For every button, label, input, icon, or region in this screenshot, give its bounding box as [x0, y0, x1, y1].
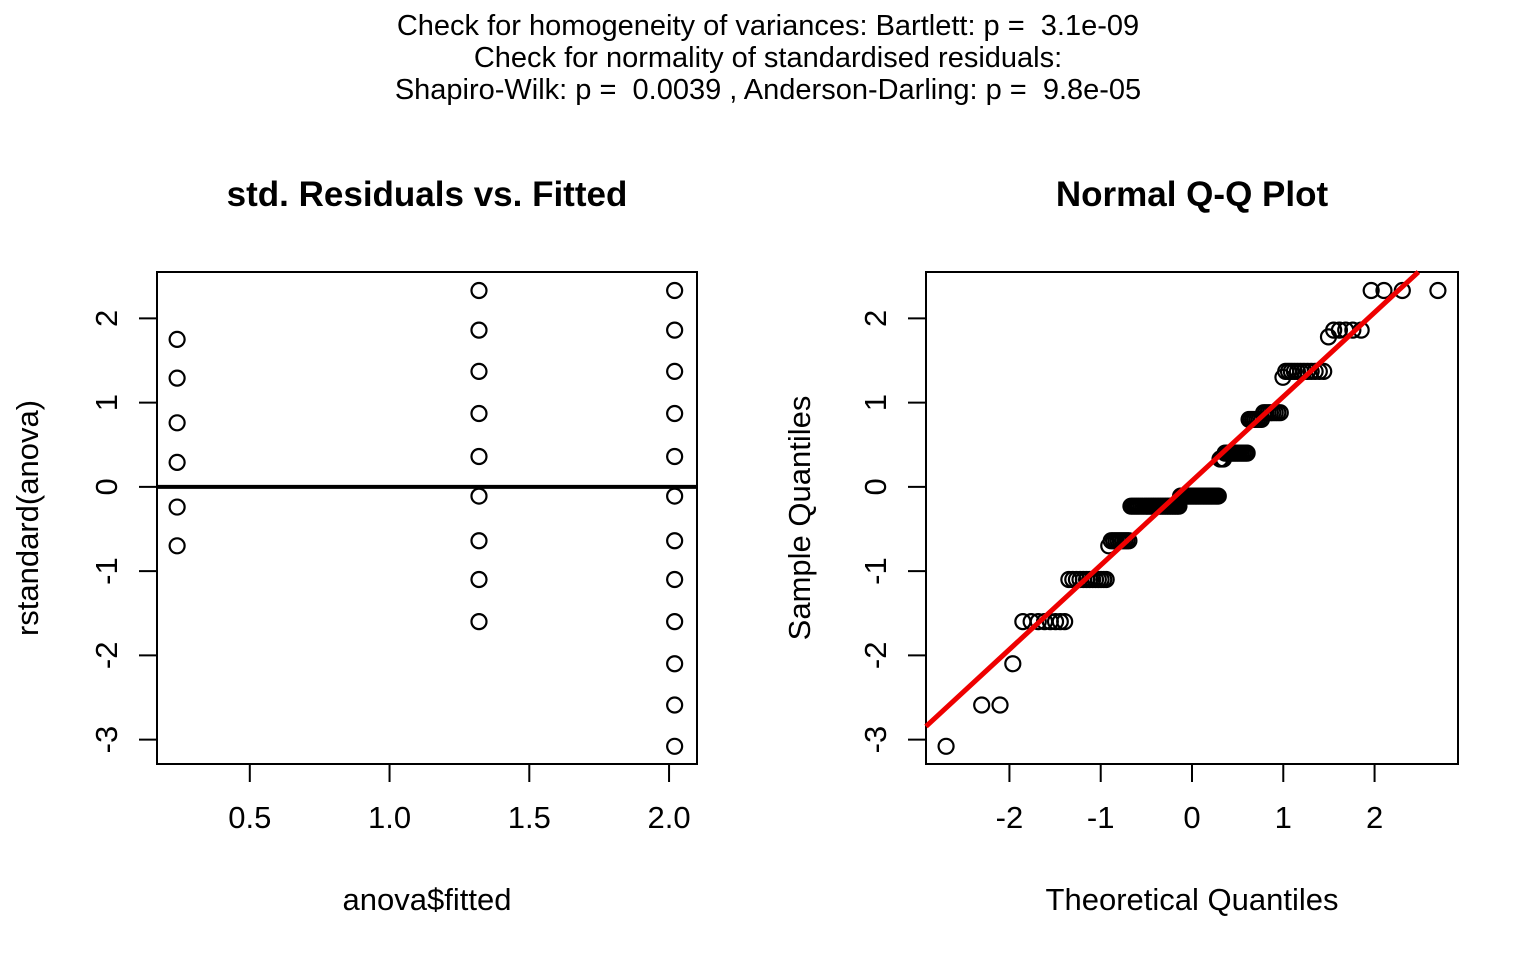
data-point	[168, 414, 186, 432]
data-point	[470, 321, 488, 339]
data-point	[666, 487, 684, 505]
data-point	[470, 487, 488, 505]
header-line-2: Check for normality of standardised resi…	[473, 42, 1063, 74]
x-tick-label: 1.5	[508, 800, 551, 835]
header-line-1: Check for homogeneity of variances: Bart…	[396, 10, 1140, 42]
right-points	[937, 281, 1447, 755]
data-point	[666, 737, 684, 755]
data-point	[1315, 362, 1333, 381]
data-point	[1056, 613, 1074, 631]
data-point	[666, 362, 684, 381]
y-tick-label: -3	[858, 726, 893, 754]
data-point	[168, 498, 186, 516]
data-point	[937, 737, 955, 755]
data-point	[666, 570, 684, 589]
x-tick-label: 2.0	[647, 800, 690, 835]
left-plot-box	[156, 271, 698, 765]
data-point	[666, 696, 684, 714]
data-point	[1120, 532, 1138, 550]
data-point	[666, 532, 684, 550]
data-point	[1375, 281, 1393, 300]
right-plot-box	[925, 271, 1459, 765]
left-points	[168, 281, 684, 755]
data-point	[666, 321, 684, 339]
left-plot-ylabel: rstandard(anova)	[10, 399, 45, 637]
y-tick-label: -2	[89, 642, 124, 670]
data-point	[666, 447, 684, 466]
right-plot-title: Normal Q-Q Plot	[1055, 175, 1329, 214]
data-point	[470, 447, 488, 466]
x-tick-label: 2	[1366, 800, 1383, 835]
data-point	[1097, 570, 1115, 589]
data-point	[666, 613, 684, 631]
y-tick-label: 0	[858, 478, 893, 495]
data-point	[470, 362, 488, 381]
data-point	[1330, 321, 1349, 339]
data-point	[470, 281, 488, 300]
data-point	[1209, 487, 1227, 505]
data-point	[1271, 404, 1289, 422]
data-point	[168, 330, 186, 348]
data-point	[973, 696, 991, 714]
data-point	[470, 532, 488, 550]
x-tick-label: -1	[1087, 800, 1115, 835]
right-plot: -2 -1 0 1 2 2 1 0 -1 -2 -3	[858, 270, 1459, 835]
data-point	[470, 570, 488, 589]
x-tick-label: 0	[1183, 800, 1200, 835]
data-point	[666, 655, 684, 673]
data-point	[1029, 613, 1047, 631]
data-point	[1344, 321, 1362, 339]
right-plot-xlabel: Theoretical Quantiles	[1045, 882, 1339, 917]
data-point	[1004, 655, 1022, 673]
y-tick-label: -3	[89, 726, 124, 754]
data-point	[1362, 281, 1380, 300]
data-point	[1238, 444, 1256, 462]
left-axes: 0.5 1.0 1.5 2.0 2 1 0 -1 -2 -3	[89, 310, 691, 835]
y-tick-label: -1	[89, 557, 124, 585]
qq-reference-line	[924, 270, 1421, 729]
y-tick-label: -1	[858, 557, 893, 585]
data-point	[1325, 321, 1343, 339]
data-point	[168, 453, 186, 471]
left-plot-title: std. Residuals vs. Fitted	[226, 175, 628, 214]
header-line-3: Shapiro-Wilk: p = 0.0039 , Anderson-Darl…	[394, 74, 1142, 106]
data-point	[666, 404, 684, 423]
data-point	[1051, 613, 1069, 631]
data-point	[1429, 281, 1447, 300]
data-point	[1046, 613, 1065, 631]
x-tick-label: -2	[996, 800, 1024, 835]
right-axes: -2 -1 0 1 2 2 1 0 -1 -2 -3	[858, 310, 1383, 835]
y-tick-label: 2	[858, 310, 893, 327]
y-tick-label: 1	[858, 394, 893, 411]
left-plot-xlabel: anova$fitted	[342, 882, 512, 917]
data-point	[470, 404, 488, 423]
y-tick-label: 0	[89, 478, 124, 495]
data-point	[991, 696, 1009, 714]
x-tick-label: 0.5	[228, 800, 271, 835]
data-point	[666, 281, 684, 300]
x-tick-label: 1.0	[368, 800, 411, 835]
left-plot: 0.5 1.0 1.5 2.0 2 1 0 -1 -2 -3	[89, 271, 698, 835]
data-point	[168, 369, 186, 387]
right-plot-ylabel: Sample Quantiles	[782, 395, 817, 641]
x-tick-label: 1	[1275, 800, 1292, 835]
data-point	[168, 537, 186, 555]
y-tick-label: -2	[858, 642, 893, 670]
y-tick-label: 1	[89, 394, 124, 411]
data-point	[470, 613, 488, 631]
y-tick-label: 2	[89, 310, 124, 327]
